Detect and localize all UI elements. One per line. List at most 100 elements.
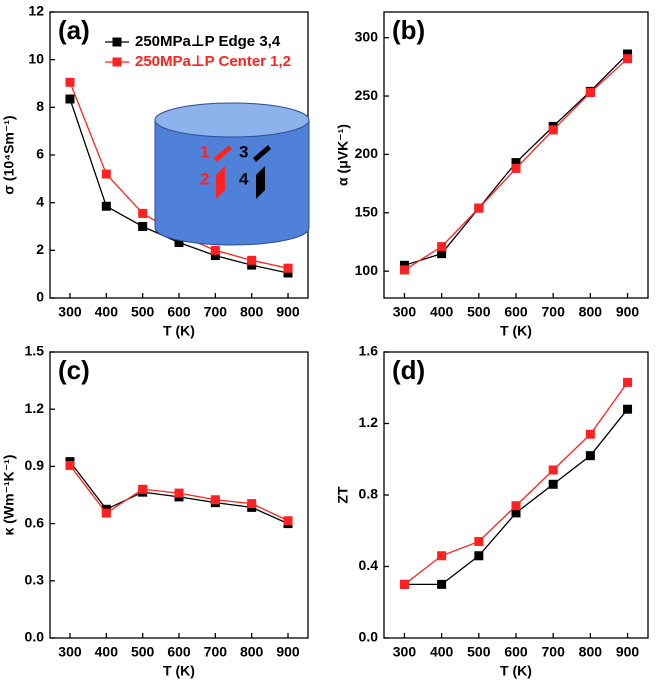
- x-tick-label: 300: [393, 644, 417, 660]
- y-tick-label: 1.2: [25, 400, 45, 416]
- y-axis-label: κ (Wm⁻¹K⁻¹): [1, 455, 17, 536]
- marker: [623, 54, 633, 64]
- marker: [474, 551, 484, 561]
- x-tick-label: 300: [58, 644, 82, 660]
- y-tick-label: 0.8: [359, 486, 379, 502]
- marker: [210, 495, 220, 505]
- panel-label: (a): [58, 15, 90, 45]
- marker: [585, 451, 595, 461]
- marker: [511, 508, 521, 518]
- x-tick-label: 800: [579, 644, 603, 660]
- marker: [437, 242, 447, 252]
- marker: [399, 260, 409, 270]
- inset-label: 1: [200, 142, 209, 161]
- y-axis-label: α (μVK⁻¹): [335, 124, 351, 186]
- marker: [399, 265, 409, 275]
- cylinder-top: [154, 102, 310, 138]
- x-axis-label: T (K): [163, 663, 195, 679]
- x-tick-label: 300: [393, 304, 417, 320]
- marker: [210, 245, 220, 255]
- panel-label: (c): [58, 355, 90, 385]
- marker: [437, 579, 447, 589]
- marker: [247, 499, 257, 509]
- legend-label: 250MPa⊥P Center 1,2: [135, 53, 291, 70]
- marker: [174, 488, 184, 498]
- marker: [65, 460, 75, 470]
- y-tick-label: 4: [36, 193, 44, 209]
- x-tick-label: 400: [95, 644, 119, 660]
- marker: [585, 429, 595, 439]
- marker: [399, 579, 409, 589]
- x-tick-label: 400: [95, 304, 119, 320]
- inset-label: 3: [239, 142, 248, 161]
- marker: [548, 479, 558, 489]
- marker: [437, 249, 447, 259]
- marker: [210, 251, 220, 261]
- marker: [437, 551, 447, 561]
- y-tick-label: 0.3: [25, 572, 45, 588]
- x-tick-label: 400: [430, 304, 454, 320]
- sample-3: [253, 145, 271, 162]
- legend-marker: [112, 37, 122, 47]
- y-tick-label: 1.5: [25, 343, 45, 359]
- y-tick-label: 2: [36, 241, 44, 257]
- x-tick-label: 900: [276, 644, 300, 660]
- sample-4: [256, 166, 265, 199]
- cylinder-body: [154, 119, 310, 246]
- marker: [65, 94, 75, 104]
- x-tick-label: 800: [240, 644, 264, 660]
- y-tick-label: 100: [355, 262, 379, 278]
- y-tick-label: 12: [28, 3, 44, 19]
- x-tick-label: 600: [167, 644, 191, 660]
- plot-frame: [383, 351, 649, 639]
- y-tick-label: 1.2: [359, 414, 379, 430]
- x-tick-label: 800: [579, 304, 603, 320]
- x-tick-label: 700: [204, 644, 228, 660]
- marker: [65, 77, 75, 87]
- marker: [511, 158, 521, 168]
- x-tick-label: 500: [131, 304, 155, 320]
- marker: [138, 484, 148, 494]
- x-tick-label: 500: [467, 644, 491, 660]
- y-tick-label: 6: [36, 146, 44, 162]
- x-tick-label: 900: [276, 304, 300, 320]
- x-tick-label: 600: [167, 304, 191, 320]
- legend-marker: [112, 57, 122, 67]
- sample-1: [214, 145, 232, 162]
- inset-label: 2: [200, 169, 209, 188]
- y-tick-label: 200: [355, 145, 379, 161]
- y-tick-label: 1.6: [359, 343, 379, 359]
- x-tick-label: 700: [542, 304, 566, 320]
- x-tick-label: 700: [542, 644, 566, 660]
- plot-frame: [383, 11, 649, 299]
- inset-label: 4: [239, 169, 249, 188]
- marker: [623, 377, 633, 387]
- y-tick-label: 250: [355, 87, 379, 103]
- marker: [474, 536, 484, 546]
- x-axis-label: T (K): [163, 323, 195, 339]
- sample-2: [216, 166, 225, 199]
- panel-label: (d): [392, 355, 425, 385]
- x-tick-label: 500: [467, 304, 491, 320]
- marker: [548, 465, 558, 475]
- marker: [247, 255, 257, 265]
- marker: [623, 49, 633, 59]
- legend-label: 250MPa⊥P Edge 3,4: [135, 33, 281, 50]
- marker: [174, 237, 184, 247]
- x-tick-label: 500: [131, 644, 155, 660]
- x-tick-label: 800: [240, 304, 264, 320]
- marker: [247, 260, 257, 270]
- y-tick-label: 0.4: [359, 557, 379, 573]
- panel-label: (b): [392, 15, 425, 45]
- marker: [138, 208, 148, 218]
- y-tick-label: 150: [355, 203, 379, 219]
- marker: [283, 263, 293, 273]
- marker: [101, 508, 111, 518]
- x-tick-label: 300: [58, 304, 82, 320]
- y-tick-label: 0.9: [25, 457, 45, 473]
- x-tick-label: 900: [616, 644, 640, 660]
- marker: [101, 169, 111, 179]
- y-axis-label: ZT: [335, 486, 351, 504]
- y-tick-label: 0.6: [25, 514, 45, 530]
- marker: [283, 268, 293, 278]
